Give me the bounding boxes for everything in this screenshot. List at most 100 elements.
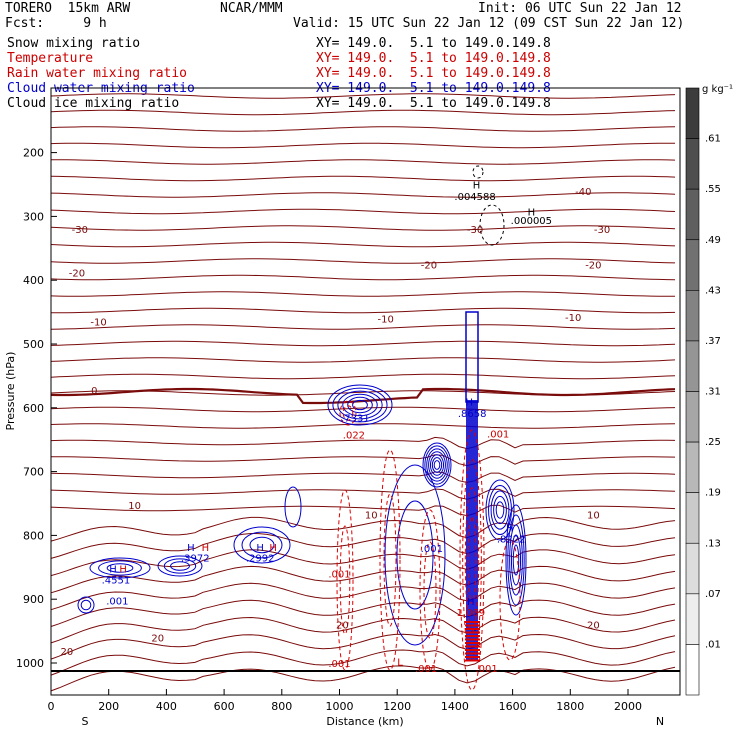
rain-water-contour [462,458,482,662]
isotherm-line [50,291,675,297]
x-axis-title: Distance (km) [326,715,403,728]
cloud-water-contour [332,387,388,423]
cloud-water-contour [428,451,446,479]
temperature-label: -20 [585,260,601,271]
extremum-label: .022 [343,431,365,442]
extremum-label: H [269,543,277,554]
cloud-water-contour [249,536,275,554]
colorbar-segment [685,290,700,342]
y-tick-label: 300 [23,210,44,223]
colorbar-segment [685,441,700,493]
isotherm-line [50,649,676,676]
y-axis-title: Pressure (hPa) [4,352,17,431]
colorbar-segment [685,138,700,190]
valid-time: Valid: 15 UTC Sun 22 Jan 12 (09 CST Sun … [293,16,685,31]
colorbar-tick-label: .55 [705,184,721,195]
temperature-label: 10 [365,510,378,521]
isotherm-line [50,126,676,132]
contour-labels: -40 -30 -30 -30 -20 -20 -20 -10 -10 -10 0 10 10 10 20 2… [61,181,611,676]
rain-water-contour [339,525,351,635]
isotherm-line [50,274,676,281]
cloud-water-contour [233,526,291,564]
extremum-label: .2992 [246,554,275,565]
temperature-label: -30 [467,225,483,236]
isotherm-line [50,340,676,347]
cloud-water-contour [284,486,302,528]
isotherm-line [50,225,676,231]
extremum-label: H [466,397,474,408]
x-tick-label: 2000 [614,700,642,713]
colorbar-segment [685,239,700,291]
rain-water-contour [342,405,354,421]
temperature-label: 20 [336,621,349,632]
y-tick-label: 500 [23,338,44,351]
cloud-water-contour [507,514,525,606]
rain-water-contour [419,509,441,671]
north-label: N [656,715,664,728]
cloud-water-contour [429,454,445,476]
y-tick-label: 1000 [16,657,44,670]
field-xy: XY= 149.0. 5.1 to 149.0.149.8 [316,96,551,111]
field-name: Cloud ice mixing ratio [7,96,180,111]
cloud-water-contour [490,490,510,530]
extremum-label: .3972 [181,554,210,565]
colorbar-segment [685,340,700,392]
x-tick-label: 400 [156,700,177,713]
y-tick-label: 200 [23,147,44,160]
temperature-label: 10 [587,510,600,521]
temperature-label: -10 [90,318,106,329]
extremum-label: .8658 [458,409,487,420]
isotherm-line [50,565,676,594]
x-tick-label: 800 [271,700,292,713]
field-name: Rain water mixing ratio [7,66,188,81]
isotherm-line [50,471,676,484]
temperature-label: -30 [594,225,610,236]
extremum-label: 1.069 [456,608,485,619]
field-name: Temperature [7,51,94,66]
colorbar-segment [685,542,700,595]
colorbar-tick-label: .01 [705,639,721,650]
rain-water-contour [459,429,485,691]
cloud-water-contour [77,596,95,614]
cloud-water-contour [241,531,283,559]
extremum-label: H [119,565,127,576]
isotherm-line [50,532,676,559]
x-tick-label: 1200 [383,700,411,713]
x-tick-label: 1400 [441,700,469,713]
temperature-label: -10 [377,314,393,325]
cloud-water-contour [509,524,523,596]
convective-core [466,400,478,660]
colorbar-segment [685,391,700,443]
colorbar-tick-label: .31 [705,387,721,398]
cloud-water-contour [327,384,393,426]
rain-water-contour [379,449,401,671]
rain-water-contour [423,541,437,639]
cloud-water-contour [337,390,383,420]
y-tick-label: 900 [23,593,44,606]
cloud-water-contour [80,599,92,611]
forecast-hour: Fcst: 9 h [5,16,107,31]
rain-water-contour [499,539,521,661]
field-name: Snow mixing ratio [7,36,141,51]
hydrometeor-contours [77,165,527,691]
y-tick-label: 400 [23,274,44,287]
isotherm-line [50,423,676,429]
colorbar-tick-label: .37 [705,336,721,347]
isotherm-line [50,406,676,413]
extremum-label: .001 [106,596,128,607]
init-time: Init: 06 UTC Sun 22 Jan 12 [478,1,682,16]
isotherm-line [51,454,676,467]
isotherm-line [50,241,676,248]
temperature-label: -10 [565,313,581,324]
cloud-ice-contour [472,165,484,179]
colorbar-segment [685,593,700,645]
temperature-label: 10 [128,501,141,512]
cloud-water-contour [485,479,515,541]
x-tick-label: 1000 [326,700,354,713]
isotherm-line [50,208,676,215]
isotherm-line [50,436,676,450]
colorbar-segment [685,492,700,544]
